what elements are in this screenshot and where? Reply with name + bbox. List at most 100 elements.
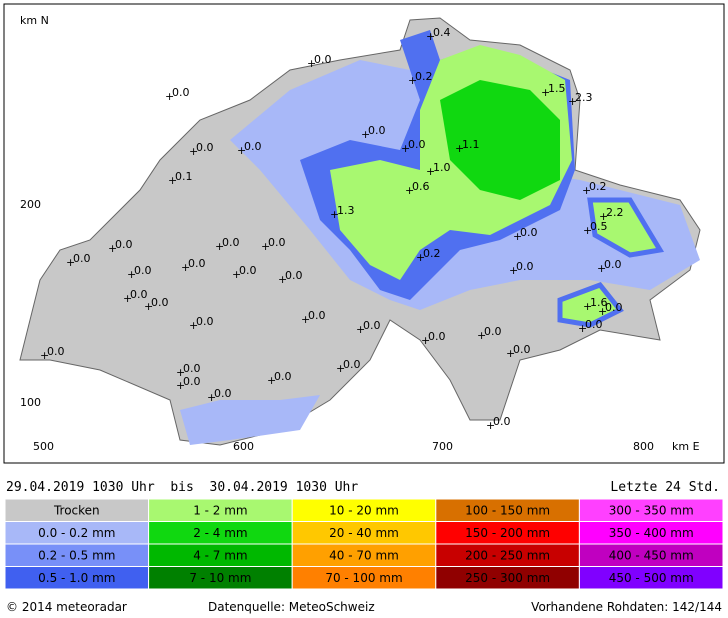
x-axis-label: 700	[432, 440, 453, 453]
x-axis-label: 500	[33, 440, 54, 453]
rain-area-dark-green	[440, 80, 560, 200]
station-marker: +	[541, 86, 550, 99]
station-value: 0.0	[134, 264, 152, 277]
station-value: 0.0	[368, 124, 386, 137]
station-value: 0.0	[408, 138, 426, 151]
station-value: 0.0	[222, 236, 240, 249]
station-marker: +	[215, 240, 224, 253]
station-value: 1.1	[462, 138, 480, 151]
station-value: 1.0	[433, 161, 451, 174]
station-marker: +	[455, 142, 464, 155]
station-marker: +	[426, 165, 435, 178]
station-marker: +	[401, 142, 410, 155]
station-value: 0.2	[415, 70, 433, 83]
station-value: 0.0	[239, 264, 257, 277]
legend-label: 1 - 2 mm	[193, 503, 247, 517]
station-value: 0.0	[151, 296, 169, 309]
station-marker: +	[189, 319, 198, 332]
legend: Trocken 1 - 2 mm 10 - 20 mm 100 - 150 mm 300…	[4, 498, 724, 590]
axis-unit-north: km N	[20, 14, 49, 27]
legend-label: 40 - 70 mm	[329, 548, 399, 562]
station-marker: +	[405, 184, 414, 197]
legend-label: 300 - 350 mm	[609, 503, 694, 517]
legend-label: 70 - 100 mm	[325, 571, 402, 585]
station-value: 0.0	[196, 315, 214, 328]
station-value: 0.2	[423, 247, 441, 260]
station-marker: +	[176, 379, 185, 392]
station-value: 0.0	[183, 362, 201, 375]
station-value: 0.0	[484, 325, 502, 338]
station-value: 2.3	[575, 91, 593, 104]
station-value: 0.0	[428, 330, 446, 343]
station-marker: +	[261, 240, 270, 253]
rain-area-south	[180, 395, 320, 445]
station-value: 0.5	[590, 220, 608, 233]
station-value: 0.0	[130, 288, 148, 301]
station-value: 0.0	[73, 252, 91, 265]
station-marker: +	[176, 366, 185, 379]
station-marker: +	[144, 300, 153, 313]
station-marker: +	[583, 224, 592, 237]
legend-label: 250 - 300 mm	[465, 571, 550, 585]
station-value: 2.2	[606, 206, 624, 219]
station-marker: +	[165, 90, 174, 103]
station-marker: +	[189, 145, 198, 158]
axis-unit-east: km E	[672, 440, 700, 453]
legend-label: 450 - 500 mm	[609, 571, 694, 585]
legend-label: 350 - 400 mm	[609, 526, 694, 540]
station-value: 0.0	[268, 236, 286, 249]
station-marker: +	[599, 210, 608, 223]
period: 29.04.2019 1030 Uhr bis 30.04.2019 1030 …	[6, 480, 358, 495]
x-axis-label: 600	[233, 440, 254, 453]
station-value: 0.1	[175, 170, 193, 183]
station-value: 0.0	[214, 387, 232, 400]
station-marker: +	[127, 268, 136, 281]
raw-data-count: Vorhandene Rohdaten: 142/144	[531, 600, 722, 614]
station-value: 0.6	[412, 180, 430, 193]
station-marker: +	[506, 347, 515, 360]
station-value: 0.0	[308, 309, 326, 322]
x-axis-label: 800	[633, 440, 654, 453]
station-marker: +	[426, 30, 435, 43]
station-marker: +	[237, 144, 246, 157]
legend-label: 200 - 250 mm	[465, 548, 550, 562]
station-value: 0.0	[604, 258, 622, 271]
station-marker: +	[108, 242, 117, 255]
station-marker: +	[421, 334, 430, 347]
station-marker: +	[416, 251, 425, 264]
legend-label: 10 - 20 mm	[329, 503, 399, 517]
rain-area-southeast	[557, 282, 624, 328]
station-value: 0.0	[47, 345, 65, 358]
station-value: 0.0	[314, 53, 332, 66]
station-marker: +	[278, 273, 287, 286]
station-value: 0.0	[196, 141, 214, 154]
station-marker: +	[267, 374, 276, 387]
legend-label: 0.2 - 0.5 mm	[38, 548, 115, 562]
station-marker: +	[583, 300, 592, 313]
station-marker: +	[477, 329, 486, 342]
station-value: 0.0	[115, 238, 133, 251]
station-value: 0.0	[516, 260, 534, 273]
station-value: 0.0	[188, 257, 206, 270]
station-marker: +	[207, 391, 216, 404]
legend-label: 7 - 10 mm	[189, 571, 251, 585]
station-value: 1.3	[337, 204, 355, 217]
legend-swatch	[578, 566, 724, 590]
station-value: 1.5	[548, 82, 566, 95]
legend-label: 20 - 40 mm	[329, 526, 399, 540]
stations: +0.4+0.0+0.2+1.5+2.3+0.0+0.0+0.0 +0.0 +1.1…	[40, 26, 624, 432]
station-marker: +	[578, 322, 587, 335]
data-source: Datenquelle: MeteoSchweiz	[208, 600, 375, 614]
station-value: 0.0	[285, 269, 303, 282]
station-marker: +	[181, 261, 190, 274]
time-span: Letzte 24 Std.	[610, 480, 720, 495]
station-value: 0.0	[363, 319, 381, 332]
station-marker: +	[168, 174, 177, 187]
station-marker: +	[307, 57, 316, 70]
station-marker: +	[509, 264, 518, 277]
station-value: 0.0	[343, 358, 361, 371]
station-marker: +	[582, 184, 591, 197]
station-marker: +	[486, 419, 495, 432]
